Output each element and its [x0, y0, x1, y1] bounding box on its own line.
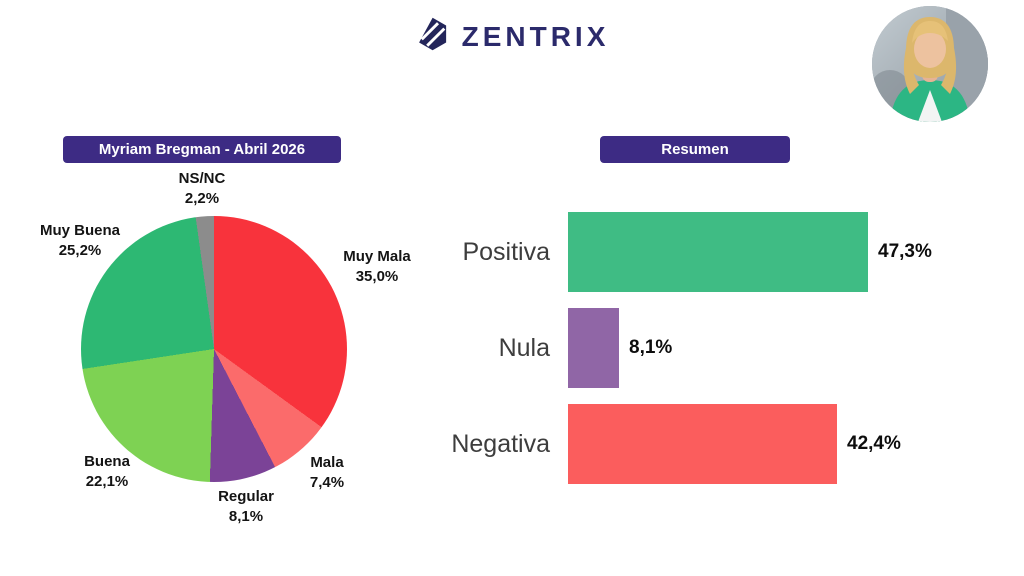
bar-row: Negativa 42,4%	[430, 404, 901, 484]
bar-fill	[568, 308, 619, 388]
pie-label-mala: Mala 7,4%	[282, 453, 372, 493]
bar-category-label: Nula	[498, 333, 550, 362]
bar-row: Nula 8,1%	[430, 308, 672, 388]
bar-category-label: Negativa	[451, 429, 550, 458]
bar-fill	[568, 404, 837, 484]
pie-label-muy-buena: Muy Buena 25,2%	[20, 221, 140, 261]
bar-value-label: 47,3%	[878, 241, 932, 262]
bar-value-label: 42,4%	[847, 433, 901, 454]
brand-name: ZENTRIX	[461, 20, 610, 52]
bar-title: Resumen	[661, 141, 729, 158]
pie-chart	[81, 216, 347, 482]
pie-label-name: Muy Buena	[39, 222, 120, 239]
pie-label-value: 2,2%	[184, 190, 220, 207]
bar-category-label: Positiva	[462, 237, 550, 266]
brand-logo: ZENTRIX	[415, 16, 610, 57]
bar-value-label: 8,1%	[629, 337, 673, 358]
candidate-photo	[872, 6, 988, 122]
zentrix-logo-icon	[415, 16, 451, 57]
bar-row: Positiva 47,3%	[430, 212, 932, 292]
pie-label-value: 22,1%	[85, 473, 129, 490]
pie-label-value: 8,1%	[228, 508, 264, 525]
pie-label-regular: Regular 8,1%	[196, 487, 296, 527]
pie-label-name: Mala	[310, 454, 344, 471]
pie-label-name: Muy Mala	[343, 248, 411, 265]
bar-title-badge: Resumen	[600, 136, 790, 163]
pie-label-muy-mala: Muy Mala 35,0%	[327, 247, 427, 287]
pie-title: Myriam Bregman - Abril 2026	[98, 141, 306, 158]
pie-label-value: 25,2%	[58, 242, 102, 259]
pie-label-nsnc: NS/NC 2,2%	[157, 169, 247, 209]
pie-label-value: 7,4%	[309, 474, 345, 491]
pie-label-value: 35,0%	[355, 268, 399, 285]
pie-label-name: NS/NC	[178, 170, 226, 187]
pie-title-badge: Myriam Bregman - Abril 2026	[63, 136, 341, 163]
pie-label-name: Regular	[218, 488, 274, 505]
pie-label-name: Buena	[84, 453, 130, 470]
bar-fill	[568, 212, 868, 292]
pie-label-buena: Buena 22,1%	[52, 452, 162, 492]
